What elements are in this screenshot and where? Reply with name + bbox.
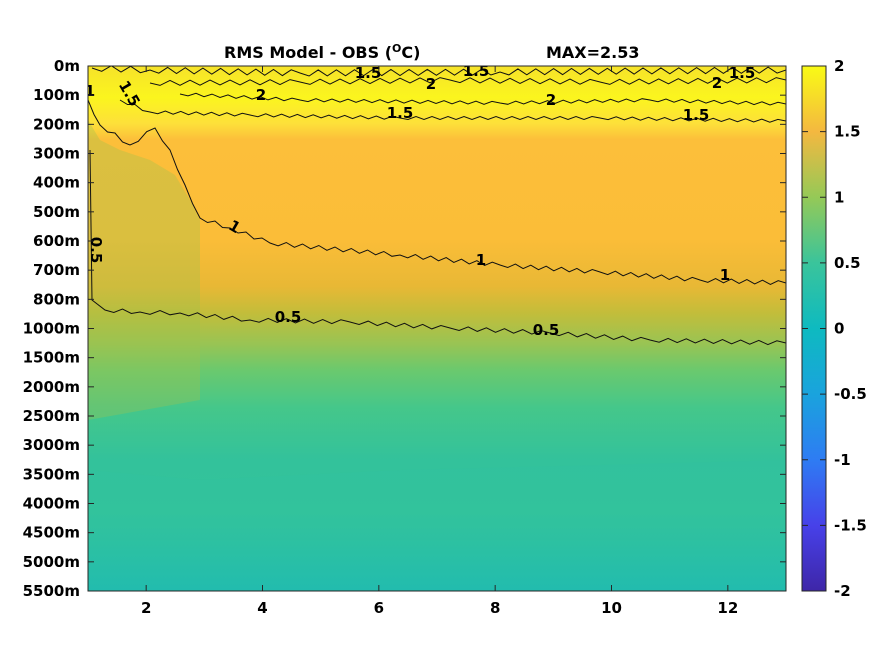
contour-1 [88, 99, 786, 286]
contour-label: 2 [426, 75, 436, 93]
contour-2-upper [149, 77, 786, 86]
colorbar-tick-label: -0.5 [834, 385, 867, 403]
contour-2-lower [179, 92, 786, 106]
contour-label: 2 [256, 86, 266, 104]
colorbar-tick-label: 0.5 [834, 254, 861, 272]
y-tick-label: 700m [33, 261, 80, 279]
y-tick-label: 2500m [23, 407, 80, 425]
y-tick-label: 5500m [23, 582, 80, 600]
contour-label: 0.5 [87, 237, 105, 264]
contour-label: 0.5 [533, 321, 560, 339]
y-tick-label: 3500m [23, 465, 80, 483]
contour-label: 1 [85, 82, 95, 100]
y-tick-label: 600m [33, 232, 80, 250]
colorbar-tick-label: 1 [834, 188, 844, 206]
max-label: MAX=2.53 [546, 43, 640, 62]
y-tick-label: 500m [33, 203, 80, 221]
x-tick-label: 6 [374, 599, 384, 617]
contour-label: 1.5 [463, 62, 490, 80]
contour-0_5 [89, 149, 786, 346]
x-tick-label: 8 [490, 599, 500, 617]
heatmap-shade-deep [88, 460, 786, 540]
x-tick-label: 10 [601, 599, 622, 617]
contour-label: 0.5 [275, 308, 302, 326]
contour-label: 1 [476, 251, 486, 269]
y-tick-label: 2000m [23, 378, 80, 396]
colorbar-tick-label: 2 [834, 57, 844, 75]
colorbar-tick-label: -1 [834, 451, 851, 469]
y-tick-label: 100m [33, 86, 80, 104]
y-tick-label: 5000m [23, 553, 80, 571]
contour-label: 1.5 [387, 104, 414, 122]
y-tick-label: 4000m [23, 495, 80, 513]
y-axis: 0m 100m 200m 300m 400m 500m 600m 700m 800m 1000m 1… [23, 57, 786, 600]
y-tick-label: 400m [33, 174, 80, 192]
y-tick-label: 1500m [23, 349, 80, 367]
y-tick-label: 1000m [23, 320, 80, 338]
contour-label: 1.5 [355, 64, 382, 82]
contour-1_5-upper [91, 66, 786, 77]
x-tick-label: 2 [141, 599, 151, 617]
chart-title: RMS Model - OBS (OC) [224, 42, 420, 62]
x-tick-label: 12 [717, 599, 738, 617]
colorbar-tick-label: 0 [834, 320, 844, 338]
y-tick-label: 3000m [23, 436, 80, 454]
y-tick-label: 300m [33, 145, 80, 163]
contour-label: 1 [720, 266, 730, 284]
heatmap-field [88, 66, 786, 591]
y-tick-label: 800m [33, 290, 80, 308]
y-tick-label: 200m [33, 115, 80, 133]
contour-label: 2 [546, 91, 556, 109]
contour-1_5-lower [119, 99, 786, 123]
x-tick-label: 4 [257, 599, 267, 617]
y-tick-label: 4500m [23, 524, 80, 542]
colorbar-tick-label: 1.5 [834, 123, 861, 141]
contour-label: 1.5 [729, 64, 756, 82]
contour-label: 1.5 [683, 106, 710, 124]
colorbar-tick-label: -1.5 [834, 516, 867, 534]
contour-label: 2 [712, 74, 722, 92]
colorbar-tick-label: -2 [834, 582, 851, 600]
heatmap-shade-left [88, 120, 200, 420]
x-axis: 2 4 6 8 10 12 [141, 66, 738, 617]
colorbar-ticks: 2 1.5 1 0.5 0 -0.5 -1 -1.5 -2 [802, 57, 867, 600]
y-tick-label: 0m [54, 57, 80, 75]
